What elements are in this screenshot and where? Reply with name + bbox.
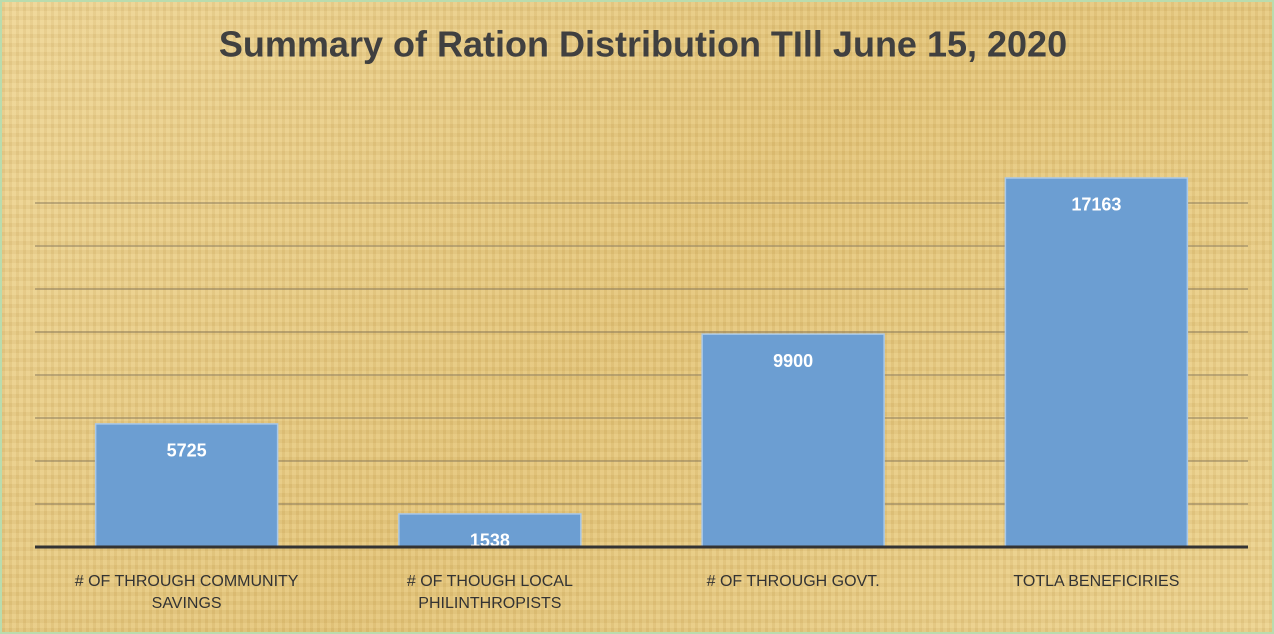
chart-title: Summary of Ration Distribution TIll June… (219, 24, 1067, 65)
x-tick-label: TOTLA BENEFICIRIES (1013, 573, 1180, 590)
x-tick-label: # OF THROUGH COMMUNITY SAVINGS (74, 573, 299, 612)
x-tick-label: # OF THOUGH LOCAL PHILINTHROPISTS (406, 573, 573, 612)
value-label: 5725 (167, 441, 207, 461)
bar (94, 423, 279, 548)
value-label: 17163 (1071, 195, 1121, 215)
value-label: 9900 (773, 351, 813, 371)
bar (1004, 177, 1189, 548)
x-tick-label: # OF THROUGH GOVT. (706, 573, 880, 590)
bar (701, 333, 885, 548)
